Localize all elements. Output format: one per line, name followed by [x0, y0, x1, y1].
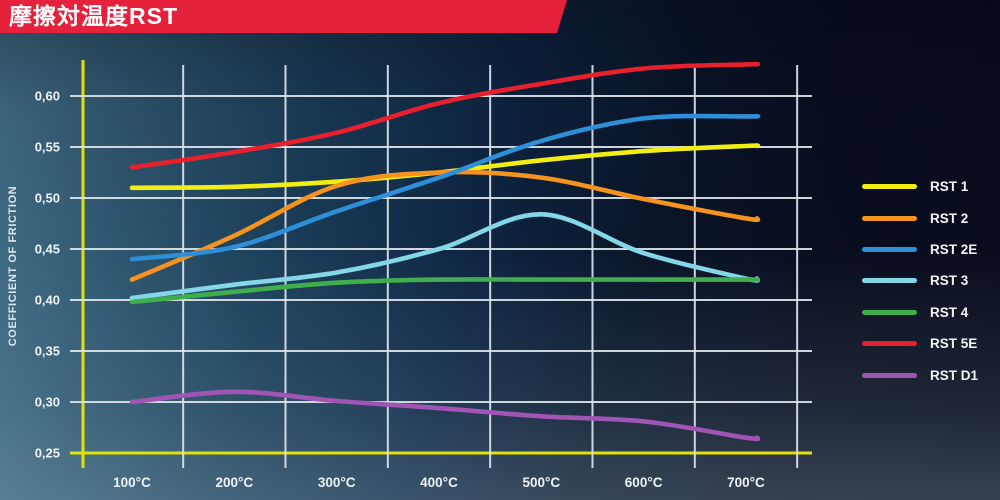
x-axis-tick-labels: 100°C 200°C 300°C 400°C 500°C 600°C 700°C	[113, 475, 765, 490]
legend-item: RST 2	[862, 202, 978, 233]
legend-item: RST 1	[862, 171, 978, 202]
legend-item: RST 5E	[862, 328, 978, 359]
series-line-rst-4	[129, 277, 761, 305]
legend-label: RST 4	[930, 304, 969, 320]
x-tick-label: 400°C	[420, 475, 458, 490]
series-line-rst-2	[129, 169, 761, 282]
y-tick-label: 0,35	[35, 344, 60, 359]
series-line-rst-d1	[129, 389, 761, 442]
legend-swatch-rst-2	[862, 215, 917, 221]
legend-label: RST D1	[930, 367, 979, 383]
series-line-rst-1	[129, 143, 761, 191]
chart-axes	[70, 60, 812, 468]
legend-swatch-rst-3	[862, 278, 917, 284]
y-tick-label: 0,50	[35, 191, 60, 206]
series-line-rst-2e	[129, 113, 761, 262]
y-tick-label: 0,45	[35, 242, 60, 257]
legend-swatch-rst-4	[862, 309, 917, 315]
x-tick-label: 100°C	[113, 475, 151, 490]
title-banner	[0, 0, 567, 33]
y-tick-label: 0,30	[35, 395, 60, 410]
legend-item: RST 2E	[862, 234, 978, 265]
series-line-rst-3	[129, 211, 761, 301]
legend-item: RST 4	[862, 297, 978, 328]
legend-item: RST D1	[862, 359, 978, 390]
x-tick-label: 300°C	[318, 475, 356, 490]
legend-label: RST 5E	[930, 336, 978, 352]
chart-series	[129, 61, 761, 442]
x-tick-label: 600°C	[625, 475, 663, 490]
y-axis-tick-labels: 0,60 0,55 0,50 0,45 0,40 0,35 0,30 0,25	[35, 89, 60, 461]
y-tick-label: 0,60	[35, 89, 60, 104]
legend-label: RST 1	[930, 179, 969, 195]
legend-swatch-rst-2e	[862, 246, 917, 252]
legend-swatch-rst-1	[862, 184, 917, 190]
y-tick-label: 0,55	[35, 140, 60, 155]
legend-label: RST 3	[930, 273, 969, 289]
page-title: 摩擦対温度RST	[9, 3, 178, 29]
x-tick-label: 700°C	[727, 475, 765, 490]
legend-item: RST 3	[862, 265, 978, 296]
legend-swatch-rst-d1	[862, 372, 917, 378]
y-tick-label: 0,25	[35, 446, 60, 461]
legend-label: RST 2	[930, 210, 969, 226]
series-line-rst-5e	[129, 61, 761, 170]
y-axis-title: COEFFICIENT OF FRICTION	[7, 186, 19, 346]
x-tick-label: 500°C	[522, 475, 560, 490]
legend: RST 1 RST 2 RST 2E RST 3 RST 4 RST 5E RST D1	[862, 171, 978, 391]
y-tick-label: 0,40	[35, 293, 60, 308]
x-tick-label: 200°C	[215, 475, 253, 490]
legend-swatch-rst-5e	[862, 341, 917, 347]
legend-label: RST 2E	[930, 241, 978, 257]
chart-gridlines	[70, 65, 812, 468]
